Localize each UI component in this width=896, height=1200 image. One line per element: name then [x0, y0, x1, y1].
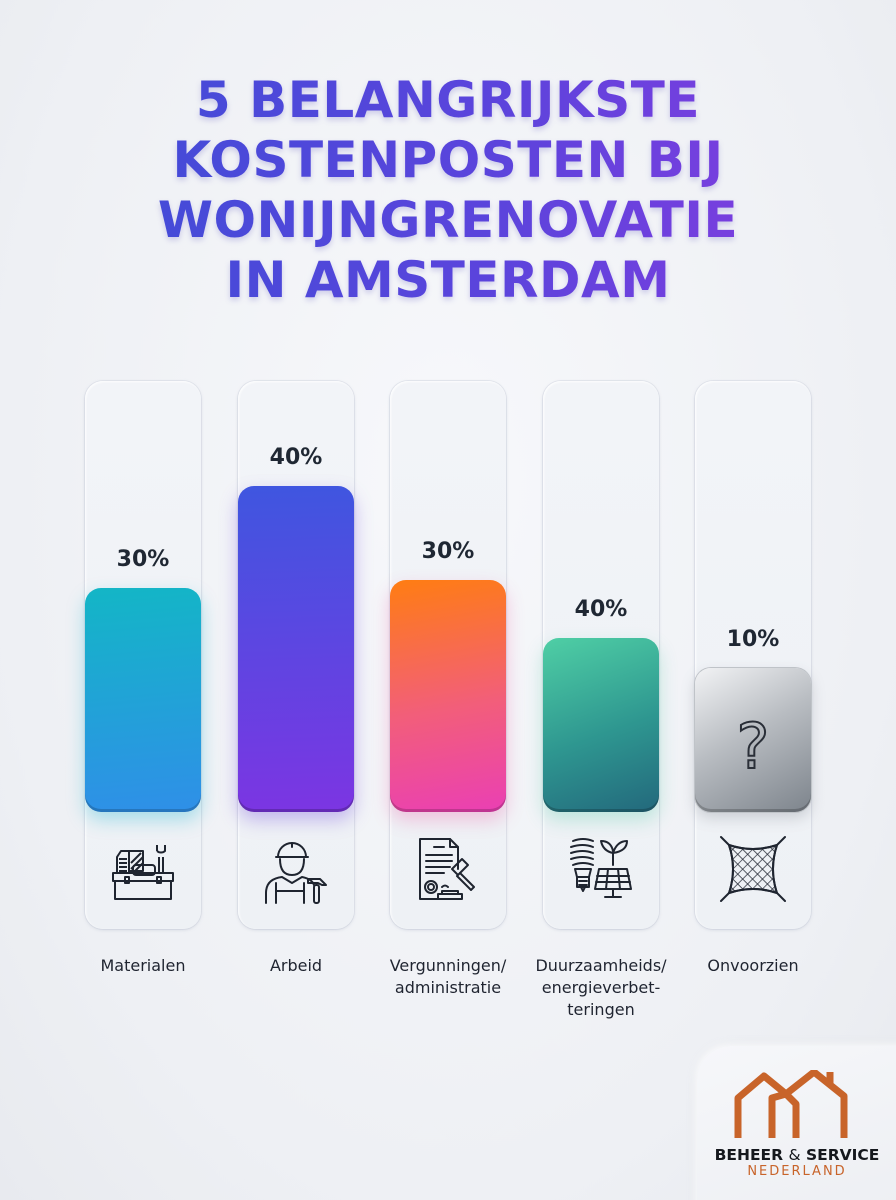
value-label: 10%: [726, 627, 780, 652]
title-line-4: IN AMSTERDAM: [225, 251, 671, 309]
logo-wordmark: BEHEER & SERVICE: [712, 1146, 882, 1164]
label-line: teringen: [567, 1000, 635, 1019]
value-label: 40%: [574, 597, 628, 622]
bar-arbeid[interactable]: [238, 486, 354, 812]
category-label-duurzaamheid: Duurzaamheids/ energieverbet- teringen: [521, 955, 681, 1021]
page-title: 5 BELANGRIJKSTE KOSTENPOSTEN BIJ WONIJNG…: [0, 70, 896, 310]
bar-vergunningen[interactable]: [390, 580, 506, 812]
energy-bulb-solar-icon: [561, 829, 641, 909]
value-label: 40%: [269, 445, 323, 470]
logo-name-right: SERVICE: [805, 1146, 880, 1164]
category-label-arbeid: Arbeid: [216, 955, 376, 977]
toolbox-icon: [103, 829, 183, 909]
label-line: Vergunningen/: [389, 956, 507, 975]
safety-net-icon: [713, 829, 793, 909]
label-line: Materialen: [100, 956, 186, 975]
title-line-1: 5 BELANGRIJKSTE: [195, 71, 701, 129]
question-mark-icon: ?: [736, 709, 771, 784]
bar-onvoorzien[interactable]: ?: [695, 668, 811, 812]
label-line: Arbeid: [269, 956, 323, 975]
bar-duurzaamheid[interactable]: [543, 638, 659, 812]
category-label-vergunningen: Vergunningen/ administratie: [368, 955, 528, 999]
bar-track-vergunningen: 30%: [390, 381, 506, 929]
logo-name-left: BEHEER: [714, 1146, 784, 1164]
logo-ampersand: &: [788, 1146, 801, 1164]
label-line: Duurzaamheids/: [535, 956, 667, 975]
label-line: energieverbet-: [541, 978, 661, 997]
logo-subtitle: NEDERLAND: [747, 1164, 847, 1179]
permit-gavel-icon: [408, 829, 488, 909]
value-label: 30%: [421, 539, 475, 564]
construction-worker-icon: [256, 829, 336, 909]
title-line-3: WONIJNGRENOVATIE: [157, 191, 739, 249]
bar-track-arbeid: 40%: [238, 381, 354, 929]
bar-track-duurzaamheid: 40%: [543, 381, 659, 929]
bar-track-onvoorzien: 10% ?: [695, 381, 811, 929]
bar-materialen[interactable]: [85, 588, 201, 812]
label-line: Onvoorzien: [707, 956, 799, 975]
house-logo-icon: [734, 1070, 848, 1138]
value-label: 30%: [116, 547, 170, 572]
bar-track-materialen: 30%: [85, 381, 201, 929]
category-label-onvoorzien: Onvoorzien: [673, 955, 833, 977]
label-line: administratie: [394, 978, 502, 997]
title-line-2: KOSTENPOSTEN BIJ: [172, 131, 724, 189]
category-label-materialen: Materialen: [63, 955, 223, 977]
